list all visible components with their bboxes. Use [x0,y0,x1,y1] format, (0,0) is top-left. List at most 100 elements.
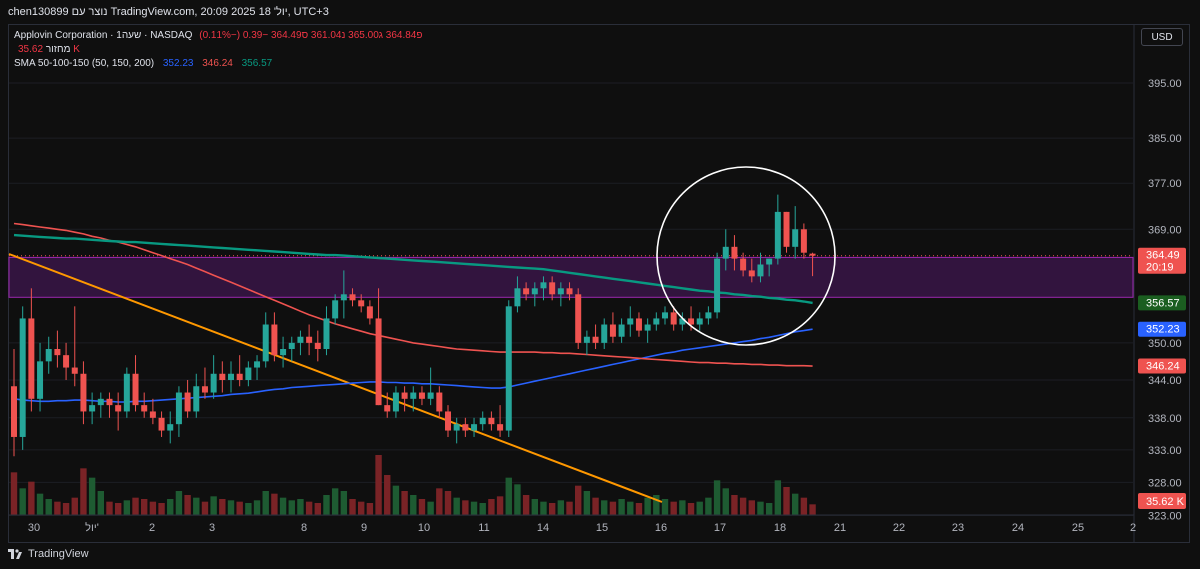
candle-body [323,318,330,349]
x-tick-label: 17 [714,522,726,534]
volume-bar [436,488,443,515]
volume-bar [462,500,469,515]
candle-body [219,373,226,380]
volume-bar [488,499,495,515]
candle-body [722,246,729,259]
ohlc-values: פ364.84 ג365.00 נ361.04 ס364.49 −0.39 (−… [199,30,423,41]
candle-body [575,294,582,343]
y-tick-label: 323.00 [1148,510,1182,522]
candle-body [63,355,70,368]
volume-bar [757,501,764,515]
y-tick-label: 328.00 [1148,477,1182,489]
volume-bar [88,477,96,515]
volume-bar [505,477,512,515]
volume-bar [305,501,313,515]
y-tick-label: 385.00 [1148,133,1182,145]
candle-body [670,312,677,325]
x-tick-label: 10 [418,522,430,534]
candle-body [809,253,816,256]
candle-body [54,348,61,356]
candle-body [262,324,269,362]
x-tick-label: יול' [85,521,99,534]
candle-body [228,373,234,380]
volume-bar [635,503,643,515]
candle-body [549,282,556,295]
volume-bar [592,497,599,515]
candle-body [245,367,252,380]
footer-brand-text: TradingView [28,548,89,560]
candle-body [37,361,44,399]
volume-bar [375,455,382,515]
candle-body [766,258,773,265]
volume-bar [54,501,61,515]
volume-bar [45,499,52,515]
volume-bar [149,501,157,515]
tradingview-logo-icon [8,549,22,559]
x-tick-label: 21 [834,522,846,534]
y-tick-label: 344.00 [1148,375,1182,387]
volume-bar [62,503,70,515]
x-tick-label: 30 [28,522,40,534]
candle-body [210,373,217,393]
candle-body [80,373,87,412]
candle-body [167,424,174,431]
candle-body [392,392,399,412]
sma-line-2 [13,222,813,367]
footer-brand: TradingView [8,548,89,560]
candle-body [201,386,208,393]
volume-bar [132,497,139,515]
trend-line [8,253,663,503]
candle-body [453,424,460,431]
x-tick-label: 18 [774,522,786,534]
y-tick-label: 395.00 [1148,78,1182,90]
volume-label: מחזור [45,44,71,55]
candle-body [462,424,469,431]
volume-bar [583,491,591,515]
volume-bar [410,495,417,515]
volume-bar [679,500,686,515]
x-tick-label: 11 [478,522,489,534]
volume-bar [453,497,460,515]
volume-bar [106,501,113,515]
candle-body [288,342,295,349]
volume-bar [809,504,816,515]
volume-label-bg [1138,493,1186,509]
y-tick-label: 369.00 [1148,224,1182,236]
volume-bar [227,500,235,515]
x-tick-label: 15 [596,522,608,534]
candle-body [11,386,17,437]
candle-body [340,294,347,301]
candle-body [557,288,564,295]
candle-body [540,282,547,289]
volume-bar [540,501,547,515]
candle-body [783,211,790,247]
volume-bar [739,497,747,515]
candle-body [714,258,721,313]
currency-button[interactable]: USD [1141,28,1183,46]
volume-bar [731,495,738,515]
volume-bar [765,503,773,515]
volume-bar [748,500,755,515]
sma-value-1: 352.23 [162,58,194,69]
candle-body [306,336,313,343]
candle-body [471,424,478,431]
highlight-circle [656,166,836,346]
x-tick-label: 3 [209,522,215,534]
candle-body [349,294,356,301]
volume-bar [670,501,677,515]
candle-body [71,367,78,374]
legend-sma-row: SMA 50-100-150 (50, 150, 200) 352.23 346… [14,58,272,69]
y-tick-label: 333.00 [1148,445,1182,457]
volume-bar [601,500,608,515]
legend-volume-row: מחזור 35.62 K [14,44,80,55]
candle-body [123,373,130,412]
volume-bar [297,499,304,515]
candle-body [280,348,287,356]
volume-bar [236,501,243,515]
candle-body [566,288,573,295]
volume-bar [262,491,269,515]
candle-body [679,318,686,325]
volume-bar [705,497,712,515]
candle-body [254,361,261,368]
